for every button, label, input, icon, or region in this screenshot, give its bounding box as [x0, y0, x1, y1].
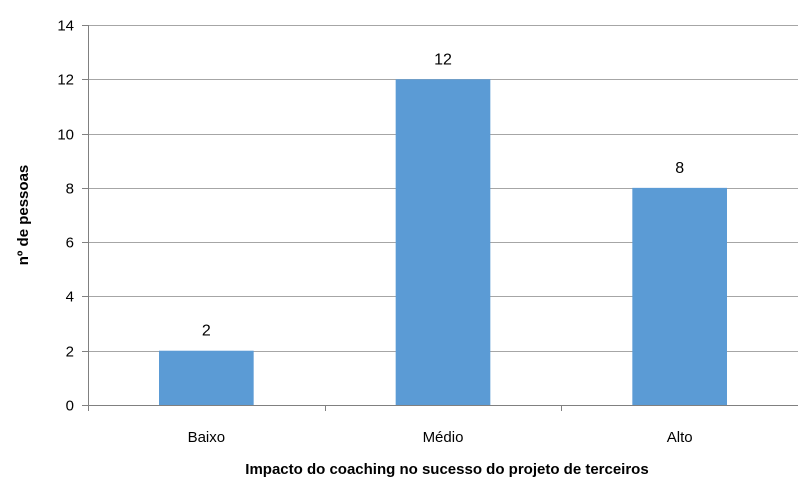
bar-médio	[395, 79, 491, 406]
bars	[159, 79, 727, 406]
y-tick-label: 8	[66, 181, 74, 198]
x-axis-title: Impacto do coaching no sucesso do projet…	[245, 461, 648, 478]
x-tick-label: Médio	[423, 429, 464, 446]
data-labels: 2 12 8	[202, 51, 684, 339]
bar-baixo	[159, 350, 254, 405]
y-tick-label: 0	[66, 398, 74, 415]
bar-alto	[632, 187, 727, 405]
data-label: 12	[434, 51, 452, 68]
y-tick-label: 14	[57, 18, 74, 35]
y-tick-label: 4	[66, 289, 74, 306]
data-label: 2	[202, 323, 211, 340]
data-label: 8	[675, 160, 684, 177]
axes	[82, 25, 798, 411]
y-tick-label: 12	[57, 72, 74, 89]
x-tick-label: Alto	[667, 429, 693, 446]
x-tick-label: Baixo	[188, 429, 226, 446]
y-axis-title: nº de pessoas	[15, 165, 32, 266]
y-tick-labels: 0 2 4 6 8 10 12 14	[57, 18, 74, 415]
x-tick-labels: Baixo Médio Alto	[188, 429, 693, 446]
y-tick-label: 2	[66, 344, 74, 361]
y-tick-label: 6	[66, 235, 74, 252]
y-tick-label: 10	[57, 127, 74, 144]
